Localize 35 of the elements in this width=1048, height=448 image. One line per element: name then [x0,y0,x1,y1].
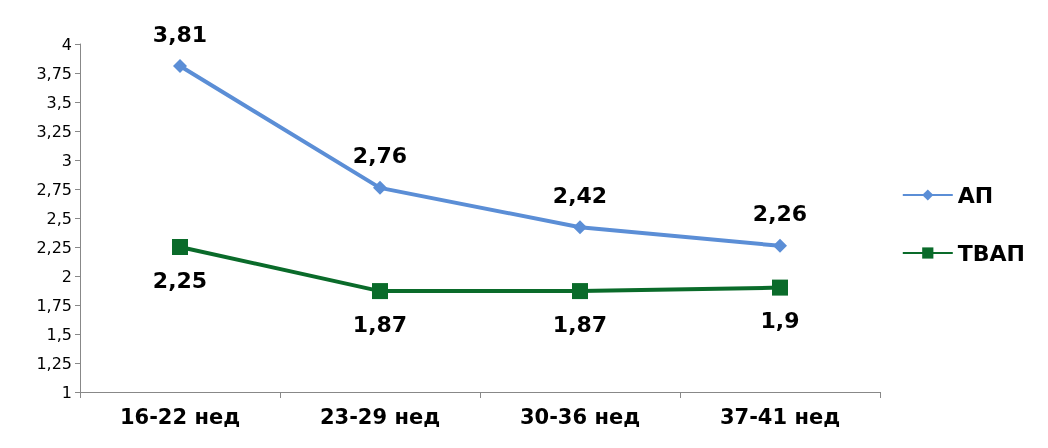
point [373,180,387,195]
data-label: 3,81 [152,21,208,47]
data-label: 2,76 [352,143,408,169]
y-tick-label: 1,5 [46,324,72,344]
data-label: 2,26 [752,201,808,227]
y-tick-label: 4 [61,34,72,54]
y-tick-label: 3,5 [46,92,72,112]
point [773,238,787,253]
x-tick-label: 37-41 нед [719,404,841,429]
legend-label: АП [957,182,994,208]
y-tick-label: 3,75 [36,63,72,83]
y-tick-label: 1,75 [36,295,72,315]
point [372,283,388,300]
x-tick-label: 30-36 нед [519,404,641,429]
y-tick-label: 1 [61,382,72,402]
point [573,220,587,235]
y-tick-label: 2,75 [36,179,72,199]
x-tick-label: 16-22 нед [119,404,241,429]
point [772,279,788,296]
x-tick-label: 23-29 нед [319,404,441,429]
data-label: 1,87 [552,311,608,337]
y-tick-label: 2,5 [46,208,72,228]
data-label: 1,9 [760,308,800,334]
point [572,283,588,300]
data-label: 2,25 [152,267,208,293]
y-tick-label: 2 [61,266,72,286]
point [172,239,188,255]
y-tick-label: 2,25 [36,237,72,257]
legend-label: ТВАП [957,240,1025,266]
data-label: 2,42 [552,182,608,208]
y-tick-label: 3,25 [36,121,72,141]
y-tick-label: 3 [61,150,72,170]
y-tick-label: 1,25 [36,353,72,373]
data-label: 1,87 [352,311,408,337]
point [173,59,187,74]
